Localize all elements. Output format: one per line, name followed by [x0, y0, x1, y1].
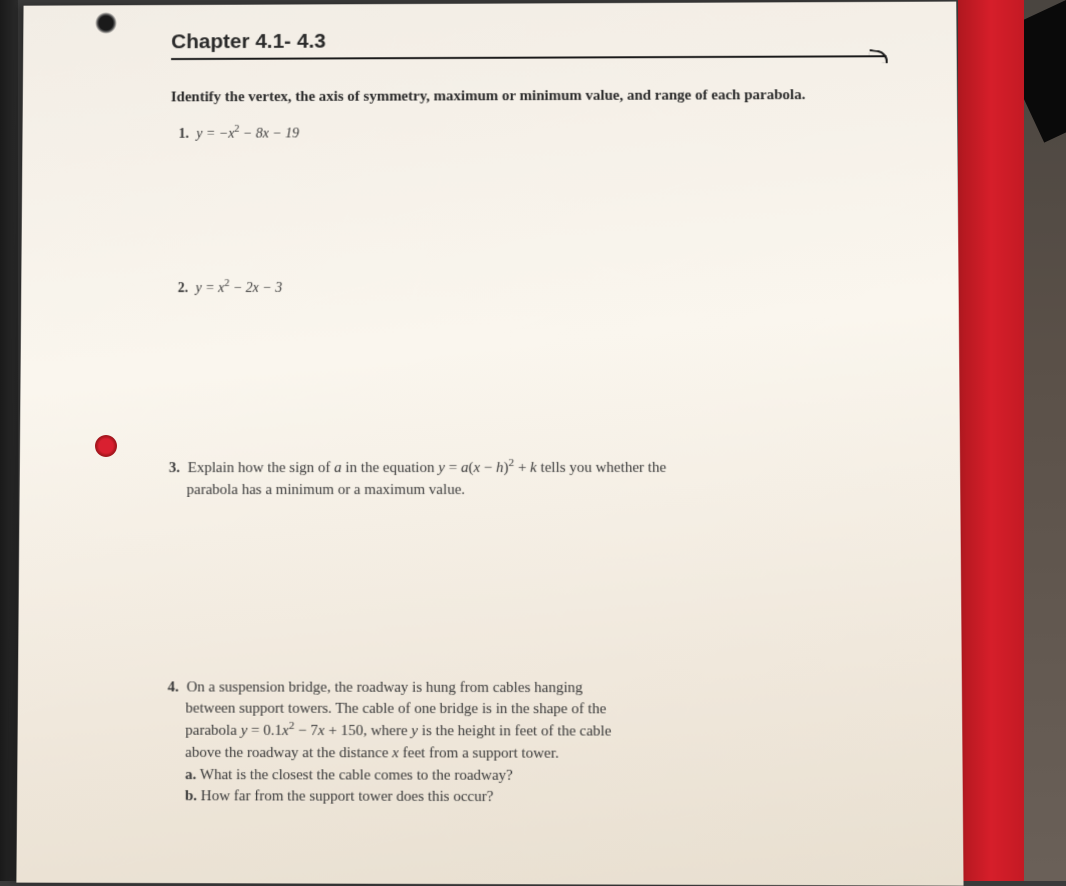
sub-label: a. — [185, 766, 196, 782]
worksheet-page: Chapter 4.1- 4.3 Identify the vertex, th… — [16, 2, 963, 886]
problem-number: 3. — [169, 460, 180, 476]
sub-text: How far from the support tower does this… — [201, 788, 494, 805]
text-fragment: parabola — [185, 723, 240, 739]
instructions-text: Identify the vertex, the axis of symmetr… — [171, 85, 887, 108]
problem-text-line: above the roadway at the distance x feet… — [167, 745, 559, 762]
problem-equation: y = −x2 − 8x − 19 — [196, 127, 299, 142]
problem-number: 4. — [168, 679, 179, 695]
problem-text-line: parabola has a minimum or a maximum valu… — [169, 482, 465, 498]
sub-label: b. — [185, 788, 197, 804]
chapter-title: Chapter 4.1- 4.3 — [171, 28, 887, 55]
problem-sub-b: b. How far from the support tower does t… — [167, 788, 494, 805]
problem-body: 4. On a suspension bridge, the roadway i… — [167, 677, 892, 810]
problem-text-line: On a suspension bridge, the roadway is h… — [187, 679, 583, 696]
problem-sub-a: a. What is the closest the cable comes t… — [167, 766, 513, 783]
problem-text-line: between support towers. The cable of one… — [167, 701, 606, 718]
hole-punch-icon — [95, 435, 117, 457]
red-folder-edge — [958, 0, 1024, 881]
problem-text-line: parabola y = 0.1x2 − 7x + 150, where y i… — [167, 723, 611, 740]
problem-2: 2. y = x2 − 2x − 3 — [170, 277, 889, 299]
problem-3: 3. Explain how the sign of a in the equa… — [169, 458, 890, 502]
title-underline — [171, 55, 887, 60]
problem-1: 1. y = −x2 − 8x − 19 — [171, 122, 888, 145]
problem-number: 2. — [178, 281, 188, 296]
problem-4: 4. On a suspension bridge, the roadway i… — [167, 677, 892, 810]
text-fragment: , where y is the height in feet of the c… — [363, 723, 611, 740]
sub-text: What is the closest the cable comes to t… — [200, 767, 513, 784]
problem-number: 1. — [179, 127, 189, 142]
problem-equation: y = x2 − 2x − 3 — [196, 281, 283, 296]
page-left-shadow — [0, 0, 18, 881]
problem-body: 3. Explain how the sign of a in the equa… — [169, 458, 890, 502]
hole-punch-icon — [95, 12, 117, 34]
problem-text-line: Explain how the sign of a in the equatio… — [188, 460, 667, 476]
